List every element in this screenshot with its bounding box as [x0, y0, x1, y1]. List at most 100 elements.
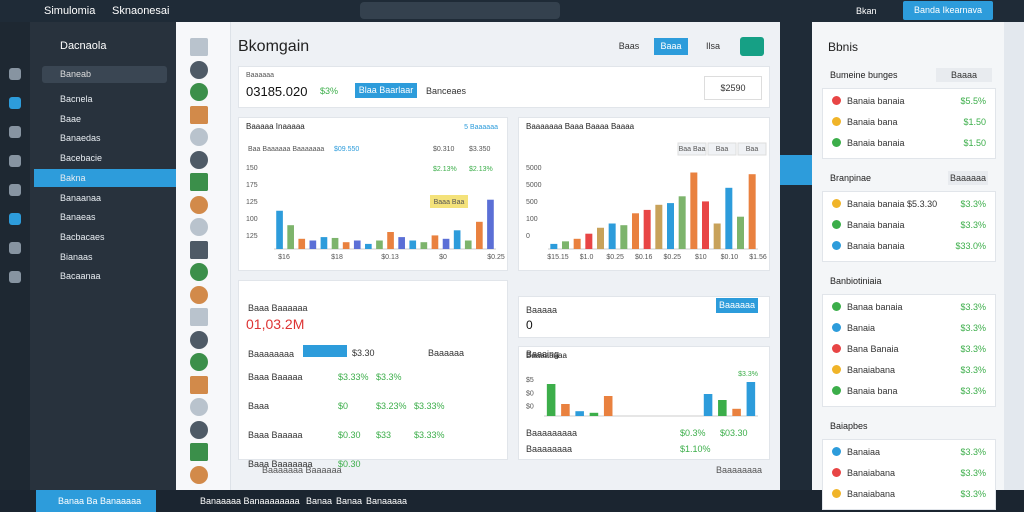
item-value: $3.3%: [960, 199, 986, 209]
bar: [464, 240, 472, 249]
y-tick-label: $5: [526, 377, 534, 384]
nav-item[interactable]: Bacaanaa: [60, 271, 101, 282]
scrollbar: [1004, 22, 1024, 490]
search-box[interactable]: [360, 2, 560, 19]
top-button[interactable]: Banda Ikearnava: [903, 1, 993, 20]
nav-item[interactable]: Bianaas: [60, 251, 93, 262]
item-label: Banaa banaia: [847, 302, 903, 312]
summary-change: $3%: [320, 86, 339, 96]
taskbar-item[interactable]: Banaa Ba Banaaaaa: [36, 490, 156, 512]
x-tick-label: $0: [439, 254, 447, 261]
y-tick-label: $0: [526, 390, 534, 397]
card-button[interactable]: Baaaaaa: [716, 298, 758, 313]
item-value: $1.50: [963, 138, 986, 148]
bar: [376, 240, 383, 249]
avatar: [190, 38, 208, 56]
nav-item[interactable]: Banaeas: [60, 212, 96, 223]
chart-tab: [737, 142, 767, 156]
bar: [550, 243, 558, 249]
nav-item[interactable]: Bacbacaes: [60, 231, 105, 242]
bar: [725, 187, 733, 249]
bar: [718, 400, 727, 416]
card: [238, 66, 770, 108]
row-cell: $03.30: [720, 428, 748, 438]
header-action[interactable]: [740, 37, 764, 56]
item-value: $5.5%: [960, 96, 986, 106]
avatar: [190, 443, 208, 461]
header-tab[interactable]: Ilsa: [705, 41, 720, 51]
nav-item[interactable]: Bacnela: [60, 94, 93, 104]
taskbar-item[interactable]: Banaaaaa Banaaaaaaaa: [200, 496, 300, 506]
row-cell: $0: [338, 401, 349, 411]
item-icon: [832, 96, 841, 105]
item-icon: [832, 241, 841, 250]
taskbar-item[interactable]: Banaa: [306, 496, 333, 506]
user-name: Bkan: [856, 6, 877, 16]
section-button[interactable]: Baaaaaa: [948, 171, 988, 185]
card: [518, 346, 770, 460]
nav-item[interactable]: Bacebacie: [60, 153, 103, 164]
y-tick-label: $0: [526, 404, 534, 411]
bar: [409, 240, 417, 249]
bar: [620, 225, 628, 249]
taskbar-item[interactable]: Banaaaaa: [366, 496, 408, 506]
bar: [431, 235, 439, 249]
nav-item[interactable]: Banaanaa: [60, 192, 102, 203]
y-tick-label: 100: [526, 216, 538, 223]
app-name: Simulomia: [44, 5, 96, 17]
page-title: Bkomgain: [238, 38, 310, 55]
bar: [737, 216, 744, 249]
summary-button[interactable]: Blaa Baarlaar: [355, 83, 417, 98]
header-tab[interactable]: Baaa: [654, 38, 688, 55]
item-label: Bana Banaia: [847, 344, 899, 354]
bar: [342, 242, 350, 249]
item-label: Banaia banaia: [847, 138, 905, 148]
bar: [287, 225, 294, 249]
header-tab[interactable]: Baas: [618, 41, 640, 51]
bar: [476, 221, 483, 249]
tab-name[interactable]: Sknaonesai: [112, 5, 170, 17]
bar: [442, 238, 450, 249]
bar: [702, 201, 709, 249]
section-card: [822, 294, 996, 407]
item-value: $3.3%: [960, 447, 986, 457]
avatar: [190, 83, 208, 101]
note: Baaa Baa: [434, 199, 465, 206]
chart-title: Baaaaa Inaaaaa: [246, 122, 305, 131]
item-value: $33.0%: [955, 241, 986, 251]
bar: [603, 396, 613, 416]
bar: [643, 209, 651, 249]
stat: $0.310: [433, 146, 455, 153]
item-label: Banaia banaia: [847, 96, 905, 106]
avatar: [190, 353, 208, 371]
nav-item[interactable]: Banaedas: [60, 133, 101, 144]
nav-item[interactable]: Baae: [60, 113, 82, 124]
item-label: Banaiabana: [847, 489, 896, 499]
x-tick-label: $18: [331, 254, 343, 261]
row-cell: $3.23%: [376, 401, 407, 411]
nav-search[interactable]: Baneab: [42, 66, 167, 83]
panel-title: Bbnis: [828, 40, 859, 54]
section-button[interactable]: Baaaa: [936, 68, 992, 82]
bar: [562, 241, 569, 249]
summary-link[interactable]: Banceaes: [426, 86, 467, 96]
stat: $2.13%: [433, 166, 457, 173]
bar: [561, 404, 570, 416]
bar: [608, 223, 616, 249]
section-link[interactable]: Baaaaaa: [428, 348, 465, 358]
chart-tab-label: Baa Baa: [679, 146, 706, 153]
item-label: Banaia: [847, 323, 876, 333]
x-tick-label: $0.13: [381, 254, 399, 261]
item-icon: [832, 323, 841, 332]
progress: [303, 345, 347, 357]
nav-item-active[interactable]: Bakna: [34, 168, 176, 187]
taskbar-item[interactable]: Banaa: [336, 496, 363, 506]
avatar: [190, 150, 208, 169]
bar: [276, 210, 283, 249]
chart-title: Baaaaaaa Baaa Baaaa Baaaa: [526, 122, 635, 131]
nav-title: Dacnaola: [60, 40, 107, 52]
x-tick-label: $10: [695, 254, 707, 261]
note-box: [430, 195, 468, 208]
x-tick-label: $16: [278, 254, 290, 261]
section-label: Baaaaaaaa: [248, 349, 295, 359]
